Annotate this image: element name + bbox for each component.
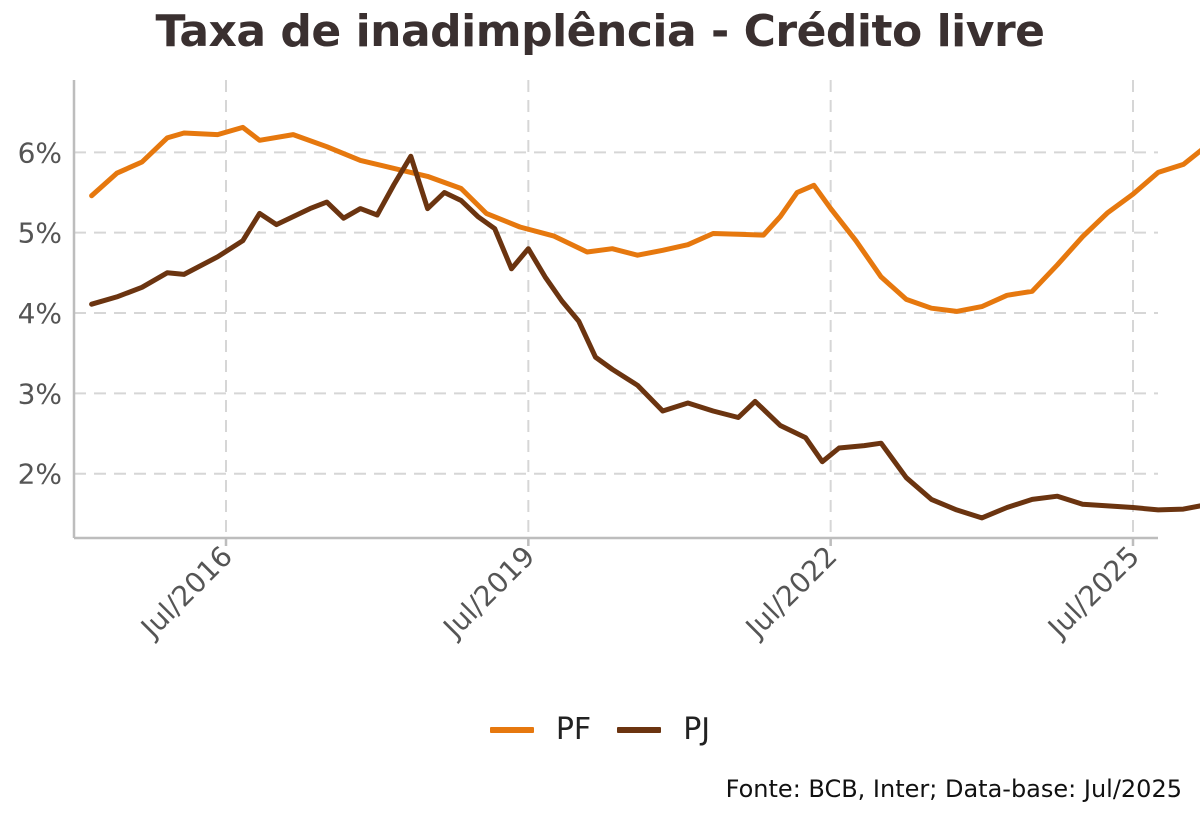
x-tick-label: Jul/2019 — [436, 540, 542, 646]
y-tick-label: 6% — [18, 136, 62, 169]
grid-lines — [74, 80, 1158, 546]
y-tick-label: 2% — [18, 458, 62, 491]
x-tick-label: Jul/2016 — [133, 540, 239, 646]
y-tick-label: 5% — [18, 217, 62, 250]
legend-label: PF — [555, 712, 592, 747]
x-tick-label: Jul/2022 — [738, 540, 844, 646]
legend-swatch — [617, 726, 662, 733]
legend-item-pj: PJ — [617, 712, 710, 747]
y-tick-label: 4% — [18, 297, 62, 330]
axes — [72, 80, 1158, 540]
legend-label: PJ — [683, 712, 711, 747]
chart-title: Taxa de inadimplência - Crédito livre — [155, 6, 1045, 57]
source-note: Fonte: BCB, Inter; Data-base: Jul/2025 — [725, 775, 1182, 803]
series-lines — [89, 124, 1200, 521]
tick-labels: 2% 3% 4% 5% 6% Jul/2016 Jul/2019 Jul/2022 Jul/20… — [18, 136, 1146, 645]
series-line-pj — [89, 153, 1200, 521]
legend: PF PJ — [0, 712, 1200, 747]
y-tick-label: 3% — [18, 377, 62, 410]
series-line-pf — [89, 124, 1200, 314]
legend-item-pf: PF — [489, 712, 592, 747]
x-tick-label: Jul/2025 — [1040, 540, 1146, 646]
legend-swatch — [489, 726, 534, 733]
line-chart: 2% 3% 4% 5% 6% Jul/2016 Jul/2019 Jul/2022 Jul/20… — [18, 80, 1200, 645]
